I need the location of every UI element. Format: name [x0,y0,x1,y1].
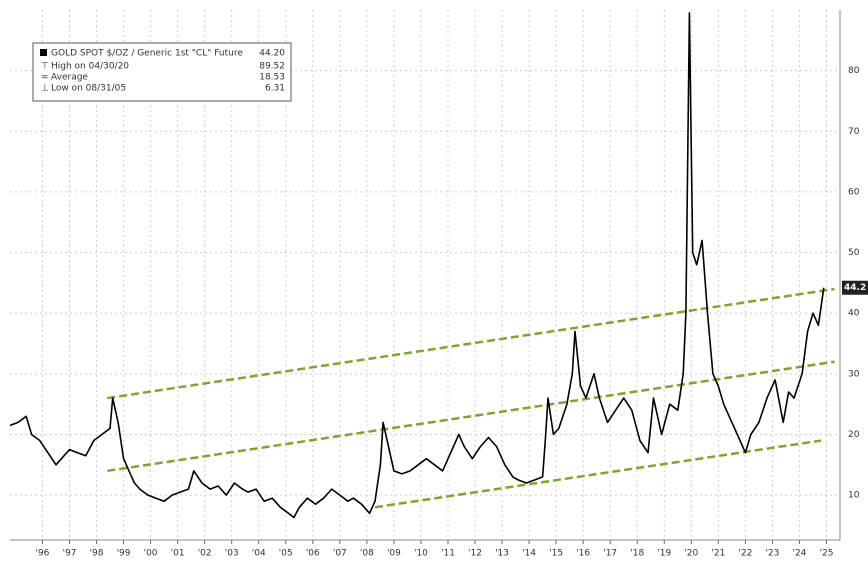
y-tick-label: 30 [848,369,860,379]
trend-line [107,360,835,473]
x-tick-label: '09 [387,549,401,559]
legend-symbol: ⊤ [41,62,49,72]
legend-box [32,42,292,102]
y-tick-label: 70 [848,127,860,137]
x-tick-label: '19 [657,549,671,559]
x-tick-label: '22 [738,549,752,559]
x-tick-label: '15 [549,549,563,559]
x-tick-label: '00 [144,549,158,559]
x-tick-label: '07 [333,549,347,559]
x-tick-label: '97 [63,549,77,559]
legend-stat-value: 6.31 [265,84,285,94]
legend-symbol: ⊥ [41,84,49,94]
x-tick-label: '06 [306,549,320,559]
x-tick-label: '99 [117,549,131,559]
x-tick-label: '12 [468,549,482,559]
legend-stat-label: High on 04/30/20 [51,62,129,72]
x-tick-label: '03 [225,549,239,559]
last-value-tag [842,280,868,295]
x-tick-label: '24 [792,549,806,559]
x-tick-label: '18 [630,549,644,559]
series-line [9,12,825,519]
y-tick-label: 40 [848,309,860,319]
last-value-label: 44.2 [844,283,866,293]
legend-stat-label: Low on 08/31/05 [51,84,126,94]
x-tick-label: '10 [414,549,428,559]
legend-swatch [40,49,47,56]
legend-symbol: = [41,73,49,83]
legend-stat-label: Average [51,73,88,83]
legend-stat-value: 18.53 [259,73,285,83]
x-tick-label: '02 [198,549,212,559]
legend: GOLD SPOT $/OZ / Generic 1st "CL" Future… [32,42,292,102]
x-tick-label: '16 [576,549,590,559]
y-tick-label: 60 [848,187,860,197]
x-tick-label: '17 [603,549,617,559]
x-tick-label: '25 [820,549,834,559]
y-tick-label: 10 [848,491,860,501]
trend-line [374,439,822,509]
y-tick-label: 80 [848,66,860,76]
x-tick-label: '98 [90,549,104,559]
x-tick-label: '23 [765,549,779,559]
x-tick-label: '11 [441,549,455,559]
x-tick-label: '01 [171,549,185,559]
legend-stat-value: 89.52 [259,62,285,72]
y-tick-label: 20 [848,430,860,440]
x-tick-label: '08 [360,549,374,559]
trend-line [107,287,835,400]
y-tick-label: 50 [848,248,860,258]
legend-label: GOLD SPOT $/OZ / Generic 1st "CL" Future [51,49,243,59]
x-tick-label: '14 [522,549,536,559]
x-tick-label: '20 [684,549,698,559]
x-tick-label: '04 [252,549,266,559]
legend-value: 44.20 [259,49,285,59]
x-tick-label: '05 [279,549,293,559]
x-tick-label: '96 [35,549,49,559]
x-tick-label: '21 [711,549,725,559]
x-tick-label: '13 [495,549,509,559]
